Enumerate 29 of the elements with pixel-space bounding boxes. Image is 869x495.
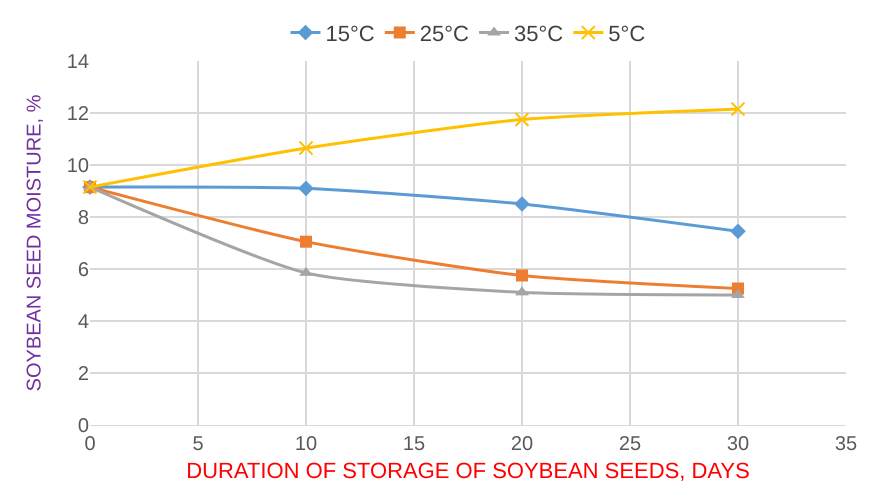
y-tick-label: 2 — [78, 363, 89, 385]
x-tick-label: 35 — [834, 433, 858, 455]
y-tick-label: 0 — [78, 415, 89, 437]
y-tick-label: 10 — [66, 155, 89, 177]
x-tick-label: 10 — [294, 433, 318, 455]
x-tick-label: 5 — [192, 433, 204, 455]
point — [300, 236, 312, 248]
point — [514, 196, 530, 212]
legend-label: 35°C — [514, 21, 564, 46]
point — [730, 224, 746, 240]
x-tick-label: 20 — [510, 433, 534, 455]
x-tick-label: 30 — [726, 433, 750, 455]
point — [298, 180, 314, 196]
point — [516, 270, 528, 282]
x-tick-label: 25 — [618, 433, 642, 455]
y-tick-label: 8 — [78, 207, 89, 229]
point — [730, 102, 746, 117]
legend-label: 25°C — [420, 21, 470, 46]
legend-label: 5°C — [608, 21, 646, 46]
legend-label: 15°C — [326, 21, 375, 46]
y-axis-title: SOYBEAN SEED MOISTURE, % — [23, 94, 46, 392]
y-tick-label: 14 — [66, 51, 89, 73]
x-tick-label: 15 — [402, 433, 426, 455]
y-tick-label: 12 — [66, 103, 89, 125]
y-tick-label: 4 — [78, 311, 89, 333]
point — [514, 112, 530, 127]
x-axis-title: DURATION OF STORAGE OF SOYBEAN SEEDS, DAYS — [186, 458, 750, 483]
y-tick-label: 6 — [78, 259, 89, 281]
point — [298, 140, 314, 156]
